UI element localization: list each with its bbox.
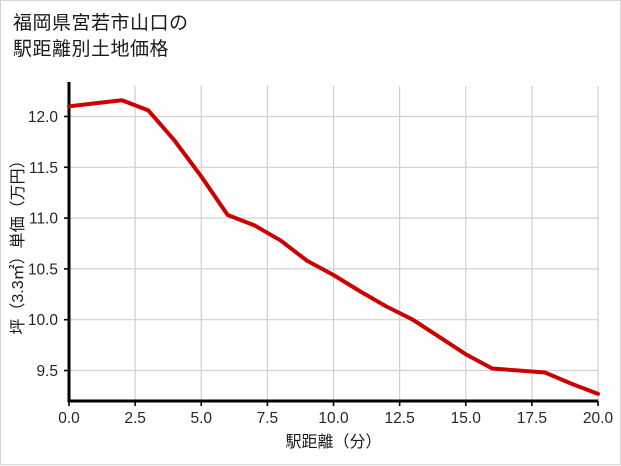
x-tick-label: 15.0 bbox=[451, 410, 482, 427]
y-tick-label: 11.5 bbox=[29, 160, 58, 177]
x-tick-label: 12.5 bbox=[385, 410, 415, 427]
y-tick-label: 10.0 bbox=[28, 312, 59, 329]
data-series-line bbox=[67, 98, 600, 396]
x-tick-labels: 0.0 2.5 5.0 7.5 10.0 12.5 15.0 17.5 20.0 bbox=[58, 410, 613, 427]
y-tick-label: 12.0 bbox=[28, 109, 59, 126]
x-tick-label: 10.0 bbox=[318, 410, 349, 427]
y-tick-label: 11.0 bbox=[29, 211, 58, 228]
y-axis-title: 坪（3.3㎡）単価（万円） bbox=[9, 152, 27, 334]
vertical-gridlines bbox=[134, 86, 599, 401]
axis-spines bbox=[67, 82, 598, 403]
x-tick-label: 0.0 bbox=[58, 410, 80, 427]
x-tick-label: 17.5 bbox=[517, 410, 547, 427]
x-axis-title: 駅距離（分） bbox=[285, 433, 381, 451]
y-tick-label: 9.5 bbox=[36, 363, 58, 380]
y-tick-labels: 9.5 10.0 10.5 11.0 11.5 12.0 bbox=[28, 109, 59, 380]
x-tick-label: 20.0 bbox=[583, 410, 614, 427]
x-tick-label: 7.5 bbox=[257, 410, 279, 427]
x-tick-label: 2.5 bbox=[124, 410, 146, 427]
y-tick-label: 10.5 bbox=[28, 261, 58, 278]
chart-title-line-1: 福岡県宮若市山口の bbox=[13, 13, 189, 34]
chart-title-line-2: 駅距離別土地価格 bbox=[13, 39, 170, 60]
chart-title: 福岡県宮若市山口の 駅距離別土地価格 bbox=[13, 11, 573, 63]
x-tick-label: 5.0 bbox=[190, 410, 212, 427]
